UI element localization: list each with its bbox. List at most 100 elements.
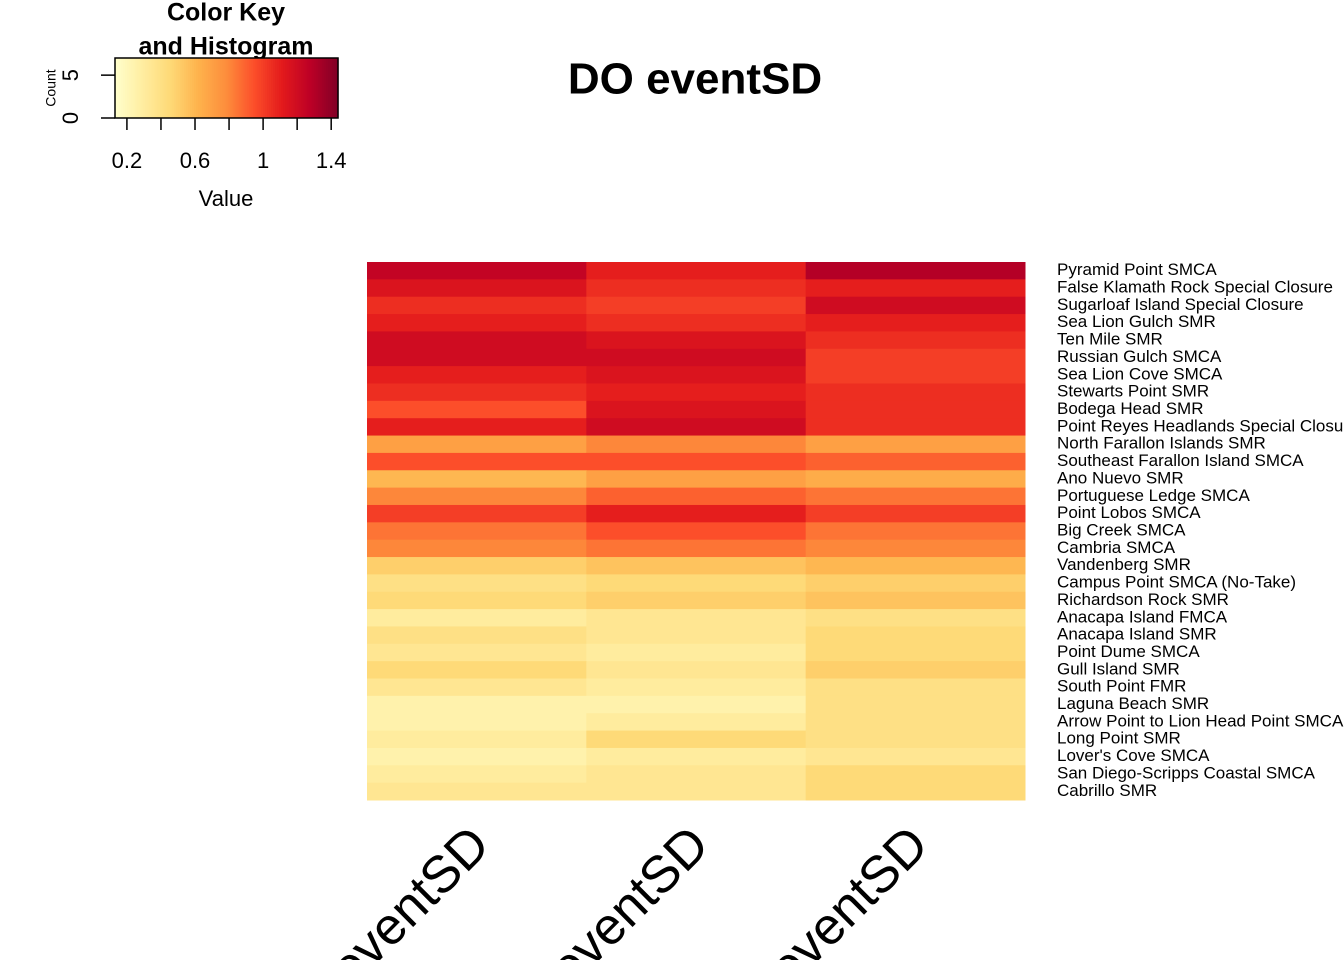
key-gradient xyxy=(181,58,185,118)
key-gradient xyxy=(240,58,244,118)
key-gradient xyxy=(317,58,321,118)
heatmap-cell xyxy=(367,765,587,784)
key-gradient xyxy=(157,58,161,118)
row-label: Sea Lion Cove SMCA xyxy=(1057,364,1223,383)
key-gradient xyxy=(115,58,118,118)
key-gradient xyxy=(277,58,280,118)
key-gradient xyxy=(238,58,242,118)
key-gradient xyxy=(161,58,165,118)
key-gradient xyxy=(301,58,305,118)
heatmap-cell xyxy=(805,331,1026,350)
key-y-tick-label: 5 xyxy=(58,69,83,81)
row-label: San Diego-Scripps Coastal SMCA xyxy=(1057,763,1316,782)
key-gradient xyxy=(121,58,124,118)
heatmap-cell xyxy=(586,452,807,471)
heatmap-cell xyxy=(586,279,807,298)
heatmap-cell xyxy=(367,435,587,454)
key-gradient xyxy=(208,58,211,118)
heatmap-cell xyxy=(805,279,1026,298)
heatmap-cell xyxy=(367,487,587,506)
row-label: Cabrillo SMR xyxy=(1057,781,1157,800)
key-gradient xyxy=(190,58,193,118)
heatmap-cell xyxy=(805,400,1026,419)
key-gradient xyxy=(167,58,171,118)
row-label: Richardson Rock SMR xyxy=(1057,590,1229,609)
key-gradient xyxy=(331,58,335,118)
key-gradient xyxy=(293,58,297,118)
key-gradient xyxy=(248,58,252,118)
heatmap-cell xyxy=(805,435,1026,454)
key-gradient xyxy=(279,58,282,118)
heatmap-cell xyxy=(805,539,1026,558)
heatmap-cell xyxy=(586,296,807,315)
key-gradient xyxy=(123,58,126,118)
heatmap-cell xyxy=(586,713,807,732)
key-gradient xyxy=(329,58,333,118)
heatmap-cell xyxy=(805,418,1026,437)
heatmap-cell xyxy=(367,713,587,732)
key-gradient xyxy=(285,58,288,118)
row-label: False Klamath Rock Special Closure xyxy=(1057,278,1333,297)
key-gradient xyxy=(260,58,264,118)
heatmap-cell xyxy=(367,348,587,367)
chart-title: DO eventSD xyxy=(568,55,822,104)
key-gradient xyxy=(206,58,209,118)
heatmap-cell xyxy=(586,557,807,575)
key-gradient xyxy=(200,58,203,118)
heatmap-cell xyxy=(367,452,587,471)
heatmap-cell xyxy=(367,383,587,402)
row-label: Anacapa Island SMR xyxy=(1057,625,1217,644)
key-gradient xyxy=(216,58,219,118)
row-label: Portuguese Ledge SMCA xyxy=(1057,486,1250,505)
heatmap-cell xyxy=(805,643,1026,662)
heatmap-cell xyxy=(586,695,807,714)
key-gradient xyxy=(133,58,136,118)
key-gradient xyxy=(194,58,197,118)
key-gradient xyxy=(269,58,272,118)
key-gradient xyxy=(135,58,138,118)
heatmap-cell xyxy=(805,487,1026,506)
heatmap-cell xyxy=(367,279,587,298)
heatmap-cell xyxy=(805,609,1026,627)
key-gradient xyxy=(327,58,331,118)
key-gradient xyxy=(224,58,228,118)
key-gradient xyxy=(273,58,276,118)
key-gradient xyxy=(187,58,191,118)
key-y-label: Count xyxy=(43,69,59,106)
key-gradient xyxy=(291,58,294,118)
key-gradient xyxy=(222,58,226,118)
row-label: Arrow Point to Lion Head Point SMCA xyxy=(1057,711,1344,730)
row-label: Long Point SMR xyxy=(1057,729,1181,748)
key-gradient xyxy=(267,58,270,118)
heatmap-cell xyxy=(586,765,807,784)
row-label: Gull Island SMR xyxy=(1057,659,1180,678)
column-label: eventSD xyxy=(757,815,939,960)
row-label: Point Dume SMCA xyxy=(1057,642,1200,661)
heatmap-cell xyxy=(586,539,807,558)
heatmap-cell xyxy=(805,591,1026,610)
heatmap-cell xyxy=(586,591,807,610)
key-gradient xyxy=(305,58,309,118)
heatmap-cell xyxy=(367,695,587,714)
key-gradient xyxy=(323,58,327,118)
row-label: Sea Lion Gulch SMR xyxy=(1057,312,1216,331)
key-gradient xyxy=(143,58,147,118)
key-gradient xyxy=(214,58,217,118)
row-label: Campus Point SMCA (No-Take) xyxy=(1057,573,1296,592)
heatmap-cell xyxy=(805,522,1026,541)
key-x-tick-label: 1 xyxy=(257,148,269,173)
key-gradient xyxy=(149,58,153,118)
heatmap-cell xyxy=(586,487,807,506)
key-gradient xyxy=(169,58,173,118)
key-gradient xyxy=(315,58,319,118)
key-gradient xyxy=(289,58,292,118)
key-gradient xyxy=(198,58,201,118)
key-gradient xyxy=(295,58,299,118)
heatmap-cell xyxy=(367,643,587,662)
row-label: Russian Gulch SMCA xyxy=(1057,347,1222,366)
heatmap-cell xyxy=(805,296,1026,315)
key-gradient xyxy=(183,58,187,118)
key-gradient xyxy=(145,58,149,118)
key-gradient xyxy=(299,58,303,118)
